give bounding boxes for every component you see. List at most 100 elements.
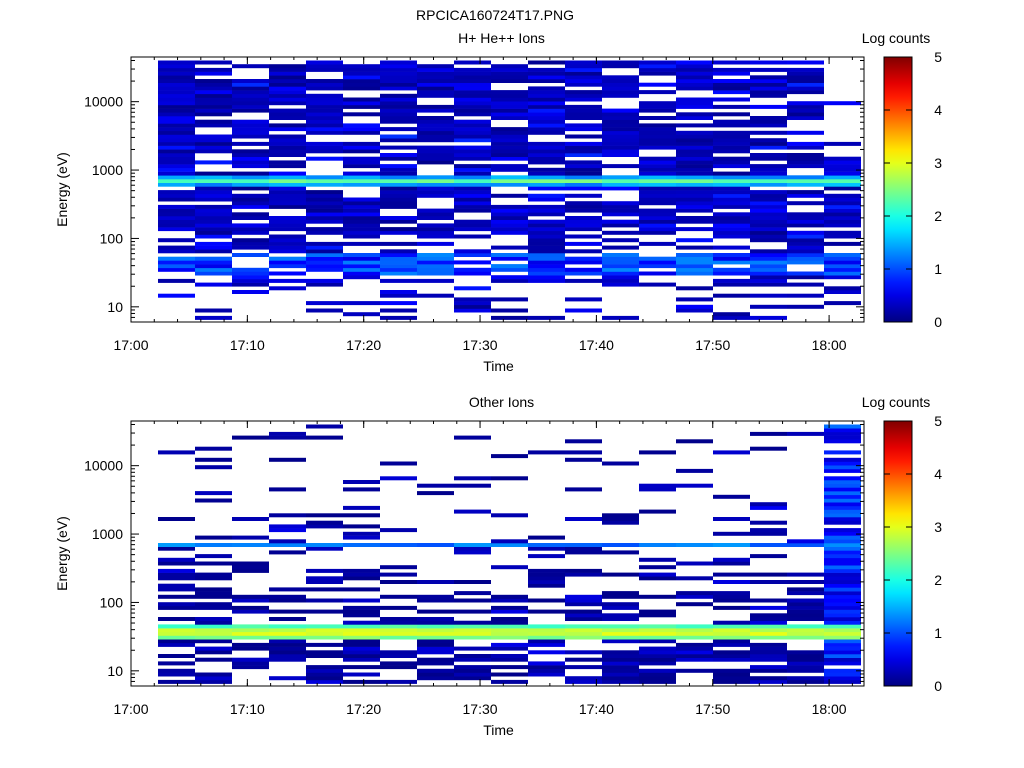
spectrogram-cell bbox=[232, 594, 269, 599]
spectrogram-cell bbox=[787, 253, 824, 257]
spectrogram-cell bbox=[824, 528, 861, 533]
spectrogram-cell bbox=[565, 249, 602, 254]
spectrogram-cell bbox=[565, 108, 602, 113]
spectrogram-cell bbox=[343, 197, 380, 202]
spectrogram-cell bbox=[602, 123, 639, 128]
spectrogram-cell bbox=[713, 97, 750, 102]
spectrogram-cell bbox=[713, 256, 750, 261]
panel-1: 17:00 17:10 17:20 17:30 17:40 17:50 18:0010100… bbox=[54, 394, 942, 738]
spectrogram-cell bbox=[528, 535, 565, 540]
spectrogram-cell bbox=[306, 216, 343, 220]
spectrogram-cell bbox=[713, 267, 750, 272]
spectrogram-cell bbox=[306, 624, 343, 629]
spectrogram-cell bbox=[750, 668, 787, 673]
spectrogram-cell bbox=[639, 256, 676, 261]
colorbar bbox=[883, 56, 913, 323]
spectrogram-cell bbox=[195, 605, 232, 610]
x-axis-label: Time bbox=[483, 722, 514, 738]
spectrogram-cell bbox=[454, 546, 491, 551]
spectrogram-cell bbox=[787, 260, 824, 265]
spectrogram-cell bbox=[491, 617, 528, 621]
spectrogram-cell bbox=[380, 190, 417, 195]
spectrogram-cell bbox=[454, 308, 491, 313]
spectrogram-cell bbox=[750, 253, 787, 257]
spectrogram-cell bbox=[824, 208, 861, 213]
spectrogram-cell bbox=[343, 264, 380, 269]
spectrogram-cell bbox=[602, 657, 639, 662]
spectrogram-cell bbox=[713, 605, 750, 610]
x-tick-label: 18:00 bbox=[812, 337, 847, 353]
spectrogram-cell bbox=[454, 149, 491, 154]
spectrogram-cell bbox=[380, 594, 417, 599]
spectrogram-cell bbox=[417, 661, 454, 666]
spectrogram-cell bbox=[676, 642, 713, 647]
spectrogram-cell bbox=[454, 90, 491, 95]
spectrogram-cell bbox=[713, 86, 750, 91]
spectrogram-cell bbox=[195, 315, 232, 320]
spectrogram-cell bbox=[417, 260, 454, 265]
spectrogram-cell bbox=[417, 75, 454, 80]
spectrogram-cell bbox=[417, 594, 454, 599]
spectrogram-cell bbox=[602, 145, 639, 150]
spectrogram-cell bbox=[528, 79, 565, 83]
spectrogram-cell bbox=[824, 193, 861, 198]
spectrogram-cell bbox=[676, 238, 713, 243]
spectrogram-cell bbox=[454, 271, 491, 276]
spectrogram-cell bbox=[454, 130, 491, 135]
spectrogram-cell bbox=[306, 260, 343, 265]
spectrogram-cell bbox=[713, 668, 750, 673]
spectrogram-cell bbox=[417, 156, 454, 161]
spectrogram-cell bbox=[639, 127, 676, 132]
spectrogram-cell bbox=[454, 112, 491, 117]
spectrogram-cell bbox=[713, 145, 750, 150]
spectrogram-cell bbox=[639, 212, 676, 217]
spectrogram-cell bbox=[232, 193, 269, 198]
spectrogram-cell bbox=[158, 75, 195, 80]
spectrogram-cell bbox=[195, 650, 232, 655]
spectrogram-cell bbox=[787, 572, 824, 577]
spectrogram-cell bbox=[417, 230, 454, 235]
spectrogram-cell bbox=[602, 260, 639, 265]
spectrogram-cell bbox=[343, 256, 380, 261]
spectrogram-cell bbox=[565, 598, 602, 603]
spectrogram-cell bbox=[491, 175, 528, 180]
spectrogram-cell bbox=[491, 141, 528, 146]
spectrogram-cell bbox=[343, 101, 380, 106]
spectrogram-cell bbox=[528, 112, 565, 117]
spectrogram-cell bbox=[195, 160, 232, 165]
spectrogram-cell bbox=[454, 657, 491, 662]
spectrogram-cell bbox=[528, 635, 565, 640]
spectrogram-cell bbox=[565, 208, 602, 213]
spectrogram-cell bbox=[565, 104, 602, 109]
spectrogram-cell bbox=[713, 90, 750, 95]
spectrogram-cell bbox=[158, 190, 195, 195]
spectrogram-cell bbox=[528, 182, 565, 187]
spectrogram-cell bbox=[158, 587, 195, 592]
spectrogram-cell bbox=[158, 127, 195, 132]
spectrogram-cell bbox=[454, 86, 491, 91]
spectrogram-cell bbox=[306, 60, 343, 65]
spectrogram-cell bbox=[380, 179, 417, 183]
spectrogram-cell bbox=[454, 253, 491, 257]
spectrogram-cell bbox=[491, 134, 528, 139]
spectrogram-cell bbox=[713, 130, 750, 135]
spectrogram-cell bbox=[306, 123, 343, 128]
spectrogram-cell bbox=[565, 193, 602, 198]
spectrogram-cell bbox=[824, 175, 861, 180]
spectrogram-cell bbox=[528, 101, 565, 106]
spectrogram-cell bbox=[417, 617, 454, 621]
spectrogram-cell bbox=[565, 546, 602, 551]
spectrogram-cell bbox=[676, 97, 713, 102]
spectrogram-cell bbox=[824, 241, 861, 246]
spectrogram-cell bbox=[676, 130, 713, 135]
spectrogram-cell bbox=[602, 75, 639, 80]
spectrogram-cell bbox=[491, 476, 528, 481]
spectrogram-cell bbox=[750, 613, 787, 618]
spectrogram-cell bbox=[602, 130, 639, 135]
spectrogram-cell bbox=[491, 93, 528, 98]
spectrogram-cell bbox=[269, 75, 306, 80]
spectrogram-cell bbox=[639, 108, 676, 113]
spectrogram-cell bbox=[565, 201, 602, 206]
spectrogram-cell bbox=[343, 628, 380, 633]
spectrogram-cell bbox=[417, 543, 454, 547]
